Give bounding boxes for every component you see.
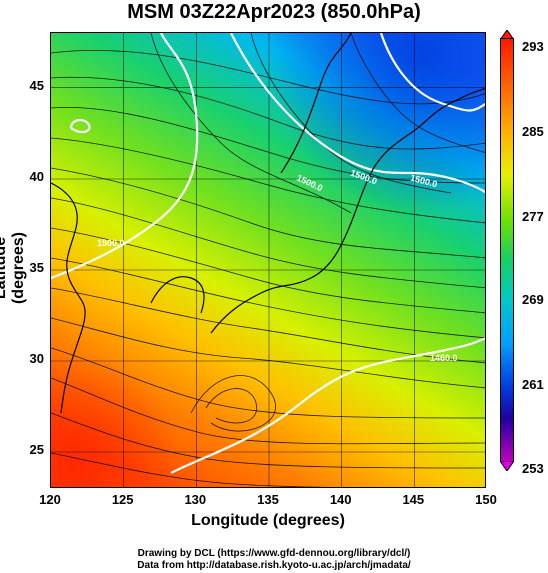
colorbar-tick-label: 277 [522,209,544,224]
colorbar-bottom-arrow [500,461,514,471]
y-tick-label: 35 [29,260,44,275]
map-plot-area [50,32,486,488]
height-contours [51,33,485,474]
colorbar-tick-label: 285 [522,124,544,139]
lat-lon-grid [51,33,485,487]
credit-drawing: Drawing by DCL (https://www.gfd-dennou.o… [137,548,411,559]
colorbar-top-arrow [500,30,514,40]
colorbar-tick-label: 253 [522,461,544,476]
x-tick-label: 135 [257,492,279,507]
x-tick-label: 120 [39,492,61,507]
y-tick-label: 40 [29,169,44,184]
contour-label: 1460.0 [430,353,458,363]
colorbar-tick-label: 269 [522,292,544,307]
x-axis-label: Longitude (degrees) [191,512,345,529]
map-title: MSM 03Z22Apr2023 (850.0hPa) [127,1,421,23]
wind-streamlines [51,33,485,487]
colorbar [500,38,514,462]
x-tick-label: 125 [111,492,134,507]
contour-label: 1500.0 [97,238,125,248]
colorbar-tick-label: 293 [522,39,544,54]
warm-airmass [51,33,485,487]
x-tick-label: 145 [402,492,425,507]
x-tick-label: 150 [475,492,497,507]
colorbar-tick-label: 261 [522,377,544,392]
x-tick-label: 140 [329,492,352,507]
y-axis-label: Latitude (degrees) [0,231,27,305]
coastlines [51,33,485,414]
y-tick-label: 25 [29,442,44,457]
credit-data: Data from http://database.rish.kyoto-u.a… [137,560,411,571]
temperature-field [51,33,485,487]
x-tick-label: 130 [184,492,207,507]
y-tick-label: 30 [29,351,44,366]
y-tick-label: 45 [29,78,44,93]
